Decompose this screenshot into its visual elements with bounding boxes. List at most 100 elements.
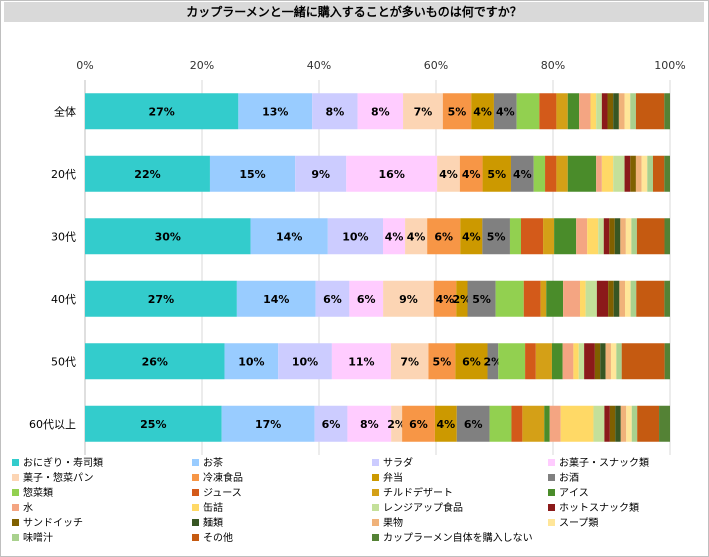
bar-segment (402, 405, 435, 442)
legend-label: 果物 (383, 518, 403, 529)
data-label: 9% (311, 168, 330, 181)
bar-segment (652, 155, 665, 192)
bar-segment (616, 343, 622, 380)
bar-segment (625, 280, 631, 317)
stacked-bar-chart: 0% 20% 40% 60% 80% 100%全体 27% 13% 8% 8% 7% 5% 4% 4%20… (29, 59, 686, 455)
category-label: 30代 (51, 230, 76, 243)
data-label: 4% (462, 230, 481, 243)
data-label: 6% (323, 293, 342, 306)
data-label: 8% (326, 105, 345, 118)
bar-segment (631, 218, 637, 255)
x-tick-label: 80% (541, 59, 565, 72)
legend-item: チルドデザート (372, 488, 453, 500)
bar-segment (489, 405, 512, 442)
bar-segment (604, 405, 610, 442)
data-label: 4% (436, 293, 455, 306)
data-label: 8% (371, 105, 390, 118)
legend-swatch (12, 459, 19, 466)
bar-segment (314, 405, 348, 442)
bar-segment (590, 93, 597, 130)
data-label: 5% (472, 293, 491, 306)
bar-segment (584, 343, 595, 380)
bar-segment (618, 93, 625, 130)
bar-segment (544, 405, 550, 442)
bar-segment (659, 405, 670, 442)
data-label: 16% (379, 168, 405, 181)
bar-segment (455, 343, 488, 380)
bar-segment (250, 218, 328, 255)
bar-segment (331, 343, 391, 380)
bar-segment (608, 280, 614, 317)
bar-segment (238, 93, 313, 130)
data-label: 30% (155, 230, 181, 243)
bar-segment (516, 93, 540, 130)
category-label: 20代 (51, 168, 76, 181)
legend-swatch (372, 534, 379, 541)
legend-label: カップラーメン自体を購入しない (383, 533, 533, 544)
bar-segment (383, 218, 406, 255)
bar-segment (434, 405, 457, 442)
legend-item: ホットスナック類 (548, 503, 639, 515)
data-label: 27% (148, 293, 174, 306)
data-label: 5% (487, 230, 506, 243)
legend-item: お菓子・スナック類 (548, 458, 649, 470)
bar-segment (551, 343, 563, 380)
bar-segment (620, 405, 627, 442)
legend-label: 冷凍食品 (203, 473, 243, 484)
legend-swatch (192, 489, 199, 496)
legend-swatch (12, 504, 19, 511)
data-label: 4% (462, 168, 481, 181)
legend-item: 缶詰 (192, 503, 223, 515)
legend-swatch (192, 459, 199, 466)
bar-segment (554, 218, 577, 255)
data-label: 4% (436, 418, 455, 431)
legend-swatch (372, 519, 379, 526)
x-tick-label: 100% (654, 59, 685, 72)
bar-segment (601, 155, 614, 192)
bar-segment (598, 218, 604, 255)
bar-segment (85, 155, 210, 192)
bar-segment (664, 218, 670, 255)
legend-swatch (192, 519, 199, 526)
bar-segment (562, 343, 574, 380)
data-label: 6% (357, 293, 376, 306)
data-label: 6% (409, 418, 428, 431)
bar-segment (493, 93, 517, 130)
bar-segment (347, 405, 392, 442)
bar-segment (636, 218, 665, 255)
legend-label: お酒 (559, 473, 579, 484)
bar-segment (471, 93, 494, 130)
legend-label: スープ類 (559, 518, 599, 529)
category-label: 50代 (51, 355, 76, 368)
bar-segment (664, 343, 670, 380)
legend-swatch (192, 534, 199, 541)
bar-segment (563, 280, 580, 317)
bar-segment (593, 405, 605, 442)
legend-label: お茶 (203, 458, 223, 469)
legend-label: 惣菜類 (23, 488, 53, 499)
bar-segment (437, 155, 460, 192)
bar-segment (535, 343, 552, 380)
data-label: 5% (433, 355, 452, 368)
data-label: 9% (399, 293, 418, 306)
bar-segment (596, 93, 602, 130)
bar-segment (601, 93, 608, 130)
legend-swatch (548, 504, 555, 511)
bar-segment (664, 93, 670, 130)
bar-segment (315, 280, 350, 317)
bar-segment (85, 218, 251, 255)
bar-segment (630, 280, 637, 317)
bar-segment (459, 155, 483, 192)
bar-segment (509, 218, 521, 255)
legend-item: カップラーメン自体を購入しない (372, 533, 533, 545)
bar-segment (546, 280, 564, 317)
bar-segment (349, 280, 384, 317)
bar-segment (579, 93, 591, 130)
legend-swatch (548, 489, 555, 496)
bar-segment (224, 343, 279, 380)
data-label: 2% (484, 355, 503, 368)
data-label: 6% (434, 230, 453, 243)
bar-segment (621, 343, 665, 380)
bar-segment (543, 218, 555, 255)
bar-segment (442, 93, 472, 130)
